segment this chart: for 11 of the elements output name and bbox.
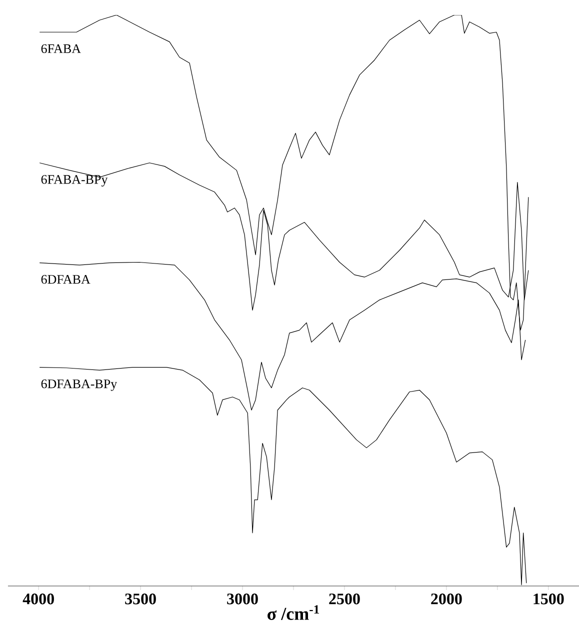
x-axis-title: σ /cm$^{-1}$ (268, 605, 319, 620)
series-label: 6DFABA (41, 275, 90, 284)
x-tick-label: 1500 (534, 594, 564, 604)
x-tick-label: 3000 (227, 594, 258, 604)
series-label: 6FABA-BPy (41, 175, 108, 186)
series-label: 6DFABA-BPy (41, 380, 118, 391)
x-tick-label: 4000 (22, 594, 54, 604)
series-label: 6FABA (41, 44, 81, 54)
x-tick-label: 2500 (329, 594, 360, 604)
x-tick-label: 2000 (431, 594, 462, 604)
x-tick-label: 3500 (125, 594, 156, 604)
